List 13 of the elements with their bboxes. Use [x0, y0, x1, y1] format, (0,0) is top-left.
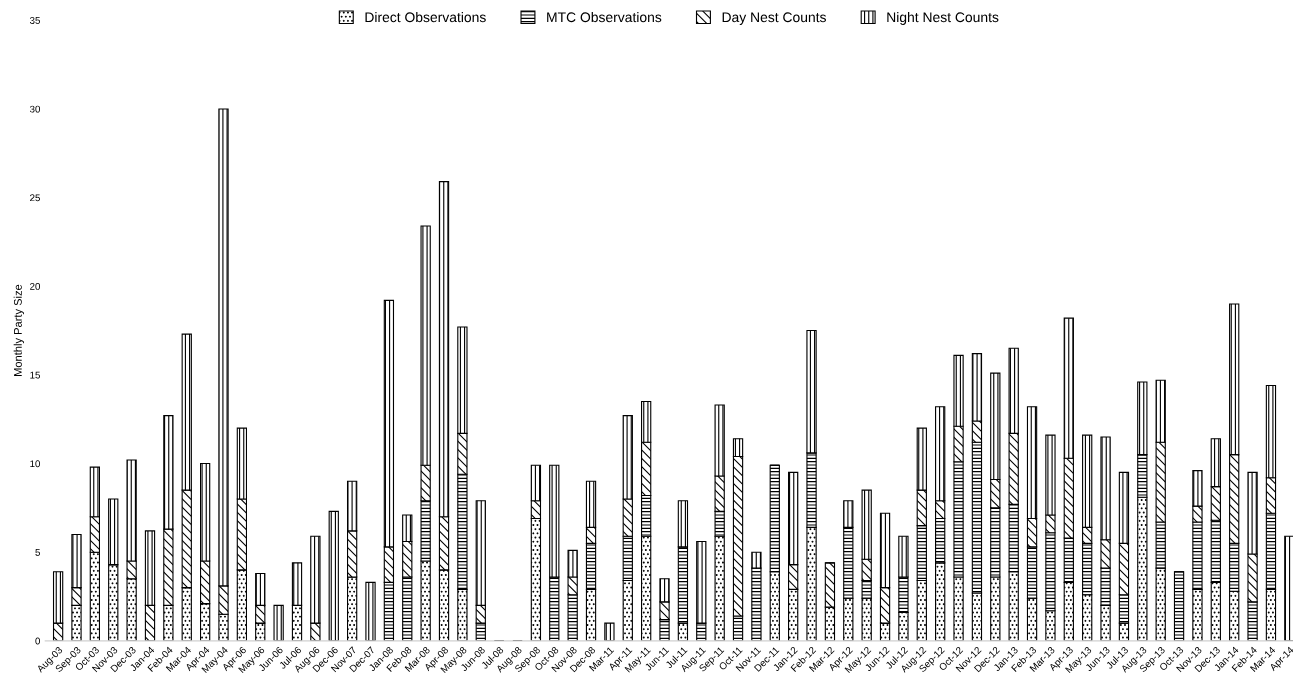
y-tick-label: 10: [30, 460, 41, 468]
y-tick-label: 20: [30, 282, 41, 290]
y-tick-label: 35: [29, 17, 40, 24]
y-tick-label: 15: [30, 371, 40, 379]
legend-label: Day Nest Counts: [722, 12, 826, 25]
y-tick-label: 5: [35, 549, 40, 556]
y-tick-label: 30: [29, 105, 41, 113]
legend-label: Night Nest Counts: [887, 11, 999, 25]
legend-label: MTC Observations: [547, 11, 662, 23]
y-axis-title: Monthly Party Size: [13, 284, 25, 376]
y-tick-label: 25: [30, 194, 40, 202]
legend-label: Direct Observations: [365, 11, 486, 23]
y-tick-label: 0: [35, 637, 41, 645]
